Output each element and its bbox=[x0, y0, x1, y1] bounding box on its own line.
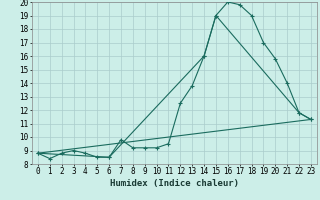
X-axis label: Humidex (Indice chaleur): Humidex (Indice chaleur) bbox=[110, 179, 239, 188]
